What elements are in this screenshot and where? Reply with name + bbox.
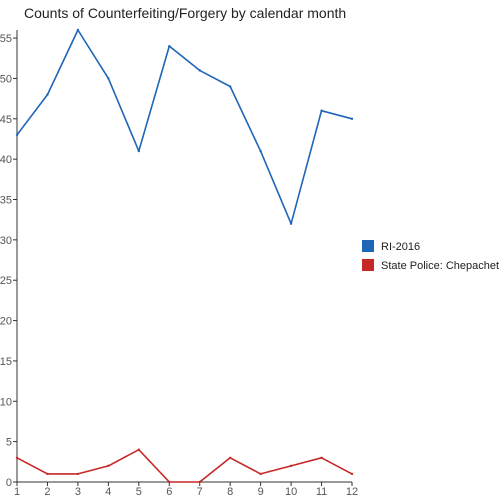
data-point bbox=[137, 149, 141, 153]
y-tick-label: 50 bbox=[0, 73, 12, 85]
y-tick-label: 30 bbox=[0, 235, 12, 247]
data-point bbox=[198, 480, 201, 484]
x-tick-label: 2 bbox=[44, 486, 50, 498]
data-point bbox=[198, 69, 201, 72]
data-point bbox=[289, 222, 293, 225]
data-point bbox=[320, 456, 323, 459]
legend-label: State Police: Chepachet bbox=[381, 260, 499, 272]
data-point bbox=[168, 480, 171, 484]
y-tick-label: 20 bbox=[0, 316, 12, 328]
data-point bbox=[228, 456, 232, 459]
legend: RI-2016 State Police: Chepachet bbox=[362, 240, 499, 272]
x-tick-label: 6 bbox=[166, 486, 172, 498]
legend-label: RI-2016 bbox=[381, 241, 420, 253]
data-point bbox=[15, 133, 19, 137]
data-point bbox=[168, 44, 171, 48]
y-tick-label: 40 bbox=[0, 154, 12, 166]
data-point bbox=[228, 85, 232, 88]
series-line-2 bbox=[16, 448, 353, 483]
series-line-1 bbox=[16, 29, 353, 225]
chart-title: Counts of Counterfeiting/Forgery by cale… bbox=[24, 5, 346, 21]
y-tick-label: 5 bbox=[6, 437, 12, 449]
x-tick-label: 12 bbox=[346, 486, 358, 498]
y-tick-label: 45 bbox=[0, 114, 12, 126]
y-tick-label: 15 bbox=[0, 356, 12, 368]
legend-swatch bbox=[362, 240, 374, 252]
x-tick-label: 3 bbox=[75, 486, 81, 498]
x-tick-label: 5 bbox=[136, 486, 142, 498]
data-point bbox=[15, 456, 19, 459]
x-tick-label: 9 bbox=[258, 486, 264, 498]
x-tick-label: 1 bbox=[14, 486, 20, 498]
y-tick-label: 55 bbox=[0, 33, 12, 45]
data-point bbox=[320, 109, 323, 112]
y-tick-label: 10 bbox=[0, 396, 12, 408]
data-point bbox=[76, 472, 80, 476]
y-tick-label: 0 bbox=[6, 477, 12, 489]
data-point bbox=[259, 472, 262, 476]
x-tick-label: 10 bbox=[285, 486, 297, 498]
x-tick-label: 7 bbox=[197, 486, 203, 498]
legend-swatch bbox=[362, 259, 374, 271]
x-tick-label: 4 bbox=[105, 486, 111, 498]
data-point bbox=[107, 464, 110, 468]
data-point bbox=[289, 464, 293, 468]
data-point bbox=[350, 117, 354, 120]
y-tick-label: 25 bbox=[0, 275, 12, 287]
data-point bbox=[137, 448, 141, 451]
data-point bbox=[107, 77, 110, 80]
y-tick-label: 35 bbox=[0, 195, 12, 207]
data-point bbox=[350, 472, 354, 476]
data-point bbox=[46, 472, 49, 476]
data-point bbox=[76, 28, 80, 32]
data-point bbox=[259, 149, 262, 153]
x-tick-label: 11 bbox=[316, 486, 327, 498]
series-layer bbox=[15, 28, 354, 484]
data-point bbox=[46, 93, 49, 96]
x-tick-label: 8 bbox=[227, 486, 233, 498]
